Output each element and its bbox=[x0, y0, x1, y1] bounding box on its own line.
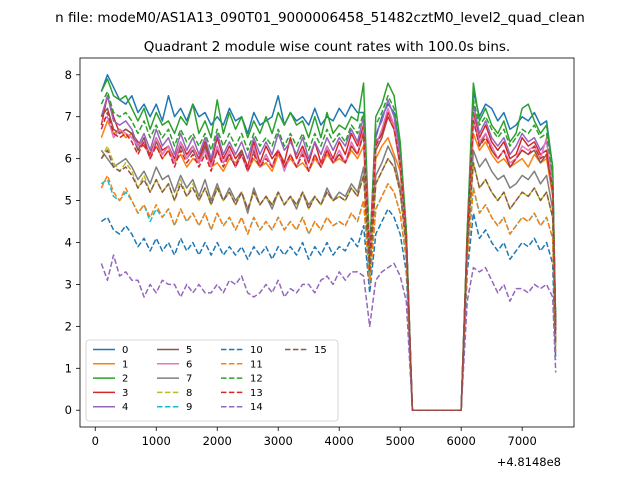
y-tick-label: 3 bbox=[65, 277, 72, 291]
legend-label-3: 3 bbox=[122, 388, 128, 399]
legend-box bbox=[85, 339, 339, 422]
x-tick-label: 1000 bbox=[142, 434, 171, 448]
legend-label-0: 0 bbox=[122, 345, 128, 356]
legend-label-1: 1 bbox=[122, 359, 128, 370]
series-line-4 bbox=[100, 94, 557, 411]
y-tick-label: 6 bbox=[65, 152, 72, 166]
legend-label-6: 6 bbox=[186, 359, 192, 370]
series-line-12 bbox=[100, 90, 557, 411]
x-tick-label: 5000 bbox=[386, 434, 415, 448]
x-offset-label: +4.8148e8 bbox=[497, 455, 561, 469]
y-tick-label: 8 bbox=[65, 68, 72, 82]
legend-label-11: 11 bbox=[250, 359, 263, 370]
y-tick-label: 1 bbox=[65, 361, 72, 375]
x-tick-label: 3000 bbox=[264, 434, 293, 448]
x-tick-label: 7000 bbox=[508, 434, 537, 448]
legend-label-4: 4 bbox=[122, 402, 128, 413]
y-tick-label: 7 bbox=[65, 110, 72, 124]
series-line-6 bbox=[100, 107, 557, 411]
x-axis: 0 1000 2000 3000 4000 5000 6000 7000 bbox=[92, 427, 537, 448]
legend-label-10: 10 bbox=[250, 345, 263, 356]
legend-label-13: 13 bbox=[250, 388, 263, 399]
legend-label-14: 14 bbox=[250, 402, 263, 413]
legend-label-2: 2 bbox=[122, 374, 128, 385]
series-line-10 bbox=[100, 208, 557, 411]
series-line-11 bbox=[100, 174, 557, 411]
series-line-15 bbox=[100, 149, 557, 411]
legend-label-15: 15 bbox=[314, 345, 327, 356]
series-line-2 bbox=[100, 78, 557, 411]
y-axis: 0 1 2 3 4 5 6 7 8 bbox=[65, 68, 80, 417]
x-tick-label: 6000 bbox=[447, 434, 476, 448]
series-line-7 bbox=[100, 145, 557, 411]
x-tick-label: 4000 bbox=[325, 434, 354, 448]
series-layer bbox=[100, 74, 557, 411]
y-tick-label: 4 bbox=[65, 236, 72, 250]
x-tick-label: 0 bbox=[92, 434, 99, 448]
legend-label-8: 8 bbox=[186, 388, 192, 399]
legend-label-5: 5 bbox=[186, 345, 192, 356]
series-line-0 bbox=[100, 74, 557, 411]
legend-label-9: 9 bbox=[186, 402, 192, 413]
y-tick-label: 2 bbox=[65, 319, 72, 333]
series-line-13 bbox=[100, 111, 557, 411]
chart-title: Quadrant 2 module wise count rates with … bbox=[144, 39, 510, 55]
legend-label-12: 12 bbox=[250, 374, 263, 385]
legend-label-7: 7 bbox=[186, 374, 192, 385]
series-line-14 bbox=[100, 254, 557, 411]
y-tick-label: 0 bbox=[65, 403, 72, 417]
chart-suptitle: n file: modeM0/AS1A13_090T01_9000006458_… bbox=[55, 10, 585, 26]
x-tick-label: 2000 bbox=[203, 434, 232, 448]
y-tick-label: 5 bbox=[65, 194, 72, 208]
